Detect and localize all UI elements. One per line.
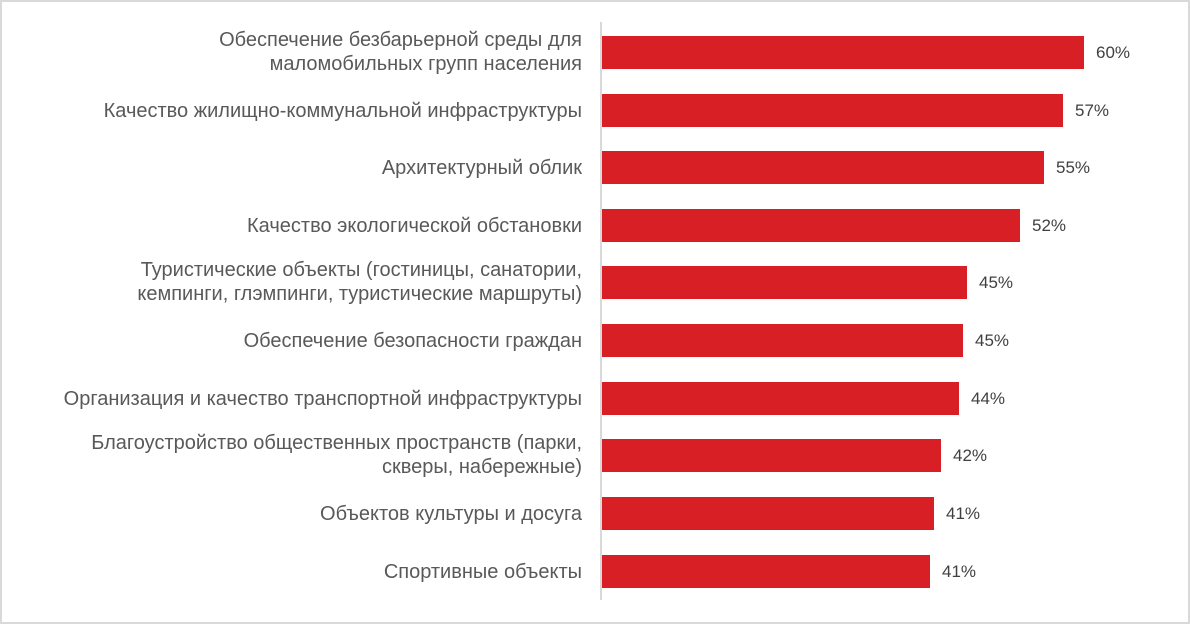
data-label: 60% [1096, 43, 1131, 62]
bar [602, 439, 941, 472]
data-label: 41% [946, 504, 981, 523]
category-label-line: Качество экологической обстановки [247, 215, 582, 237]
data-label: 57% [1075, 101, 1110, 120]
data-label: 41% [942, 562, 977, 581]
category-label: Обеспечение безопасности граждан [0, 329, 582, 353]
data-label: 55% [1056, 158, 1091, 177]
category-label-line: скверы, набережные) [381, 456, 582, 478]
category-label: Обеспечение безбарьерной среды для маломо… [0, 28, 582, 76]
category-label-line: Объектов культуры и досуга [320, 503, 582, 525]
bar [602, 209, 1020, 242]
data-label: 45% [975, 331, 1010, 350]
category-label: Туристические объекты (гостиницы, санато… [0, 258, 582, 306]
category-label-line: кемпинги, глэмпинги, туристические маршр… [137, 283, 582, 305]
category-label-line: Обеспечение безбарьерной среды для [219, 29, 582, 51]
category-label-line: маломобильных групп населения [269, 53, 582, 75]
bar [602, 382, 959, 415]
category-label: Организация и качество транспортной инфр… [0, 387, 582, 411]
category-label: Качество жилищно-коммунальной инфраструк… [0, 99, 582, 123]
bar [602, 555, 930, 588]
category-label: Спортивные объекты [0, 560, 582, 584]
bar [602, 151, 1044, 184]
data-label: 45% [979, 273, 1014, 292]
bar [602, 497, 934, 530]
category-label-line: Туристические объекты (гостиницы, санато… [140, 259, 582, 281]
category-label-line: Качество жилищно-коммунальной инфраструк… [103, 100, 582, 122]
category-label-line: Архитектурный облик [381, 157, 582, 179]
data-label: 44% [971, 389, 1006, 408]
category-label-line: Спортивные объекты [383, 561, 582, 583]
data-label: 42% [953, 446, 988, 465]
category-label: Качество экологической обстановки [0, 214, 582, 238]
bar [602, 266, 967, 299]
bar [602, 94, 1063, 127]
category-label-line: Благоустройство общественных пространств… [91, 432, 582, 454]
category-label: Объектов культуры и досуга [0, 502, 582, 526]
category-label: Благоустройство общественных пространств… [0, 431, 582, 479]
data-label: 52% [1032, 216, 1067, 235]
category-axis-line [600, 22, 602, 600]
bar [602, 324, 963, 357]
bar [602, 36, 1084, 69]
category-label: Архитектурный облик [0, 156, 582, 180]
category-label-line: Организация и качество транспортной инфр… [63, 388, 582, 410]
category-label-line: Обеспечение безопасности граждан [243, 330, 582, 352]
